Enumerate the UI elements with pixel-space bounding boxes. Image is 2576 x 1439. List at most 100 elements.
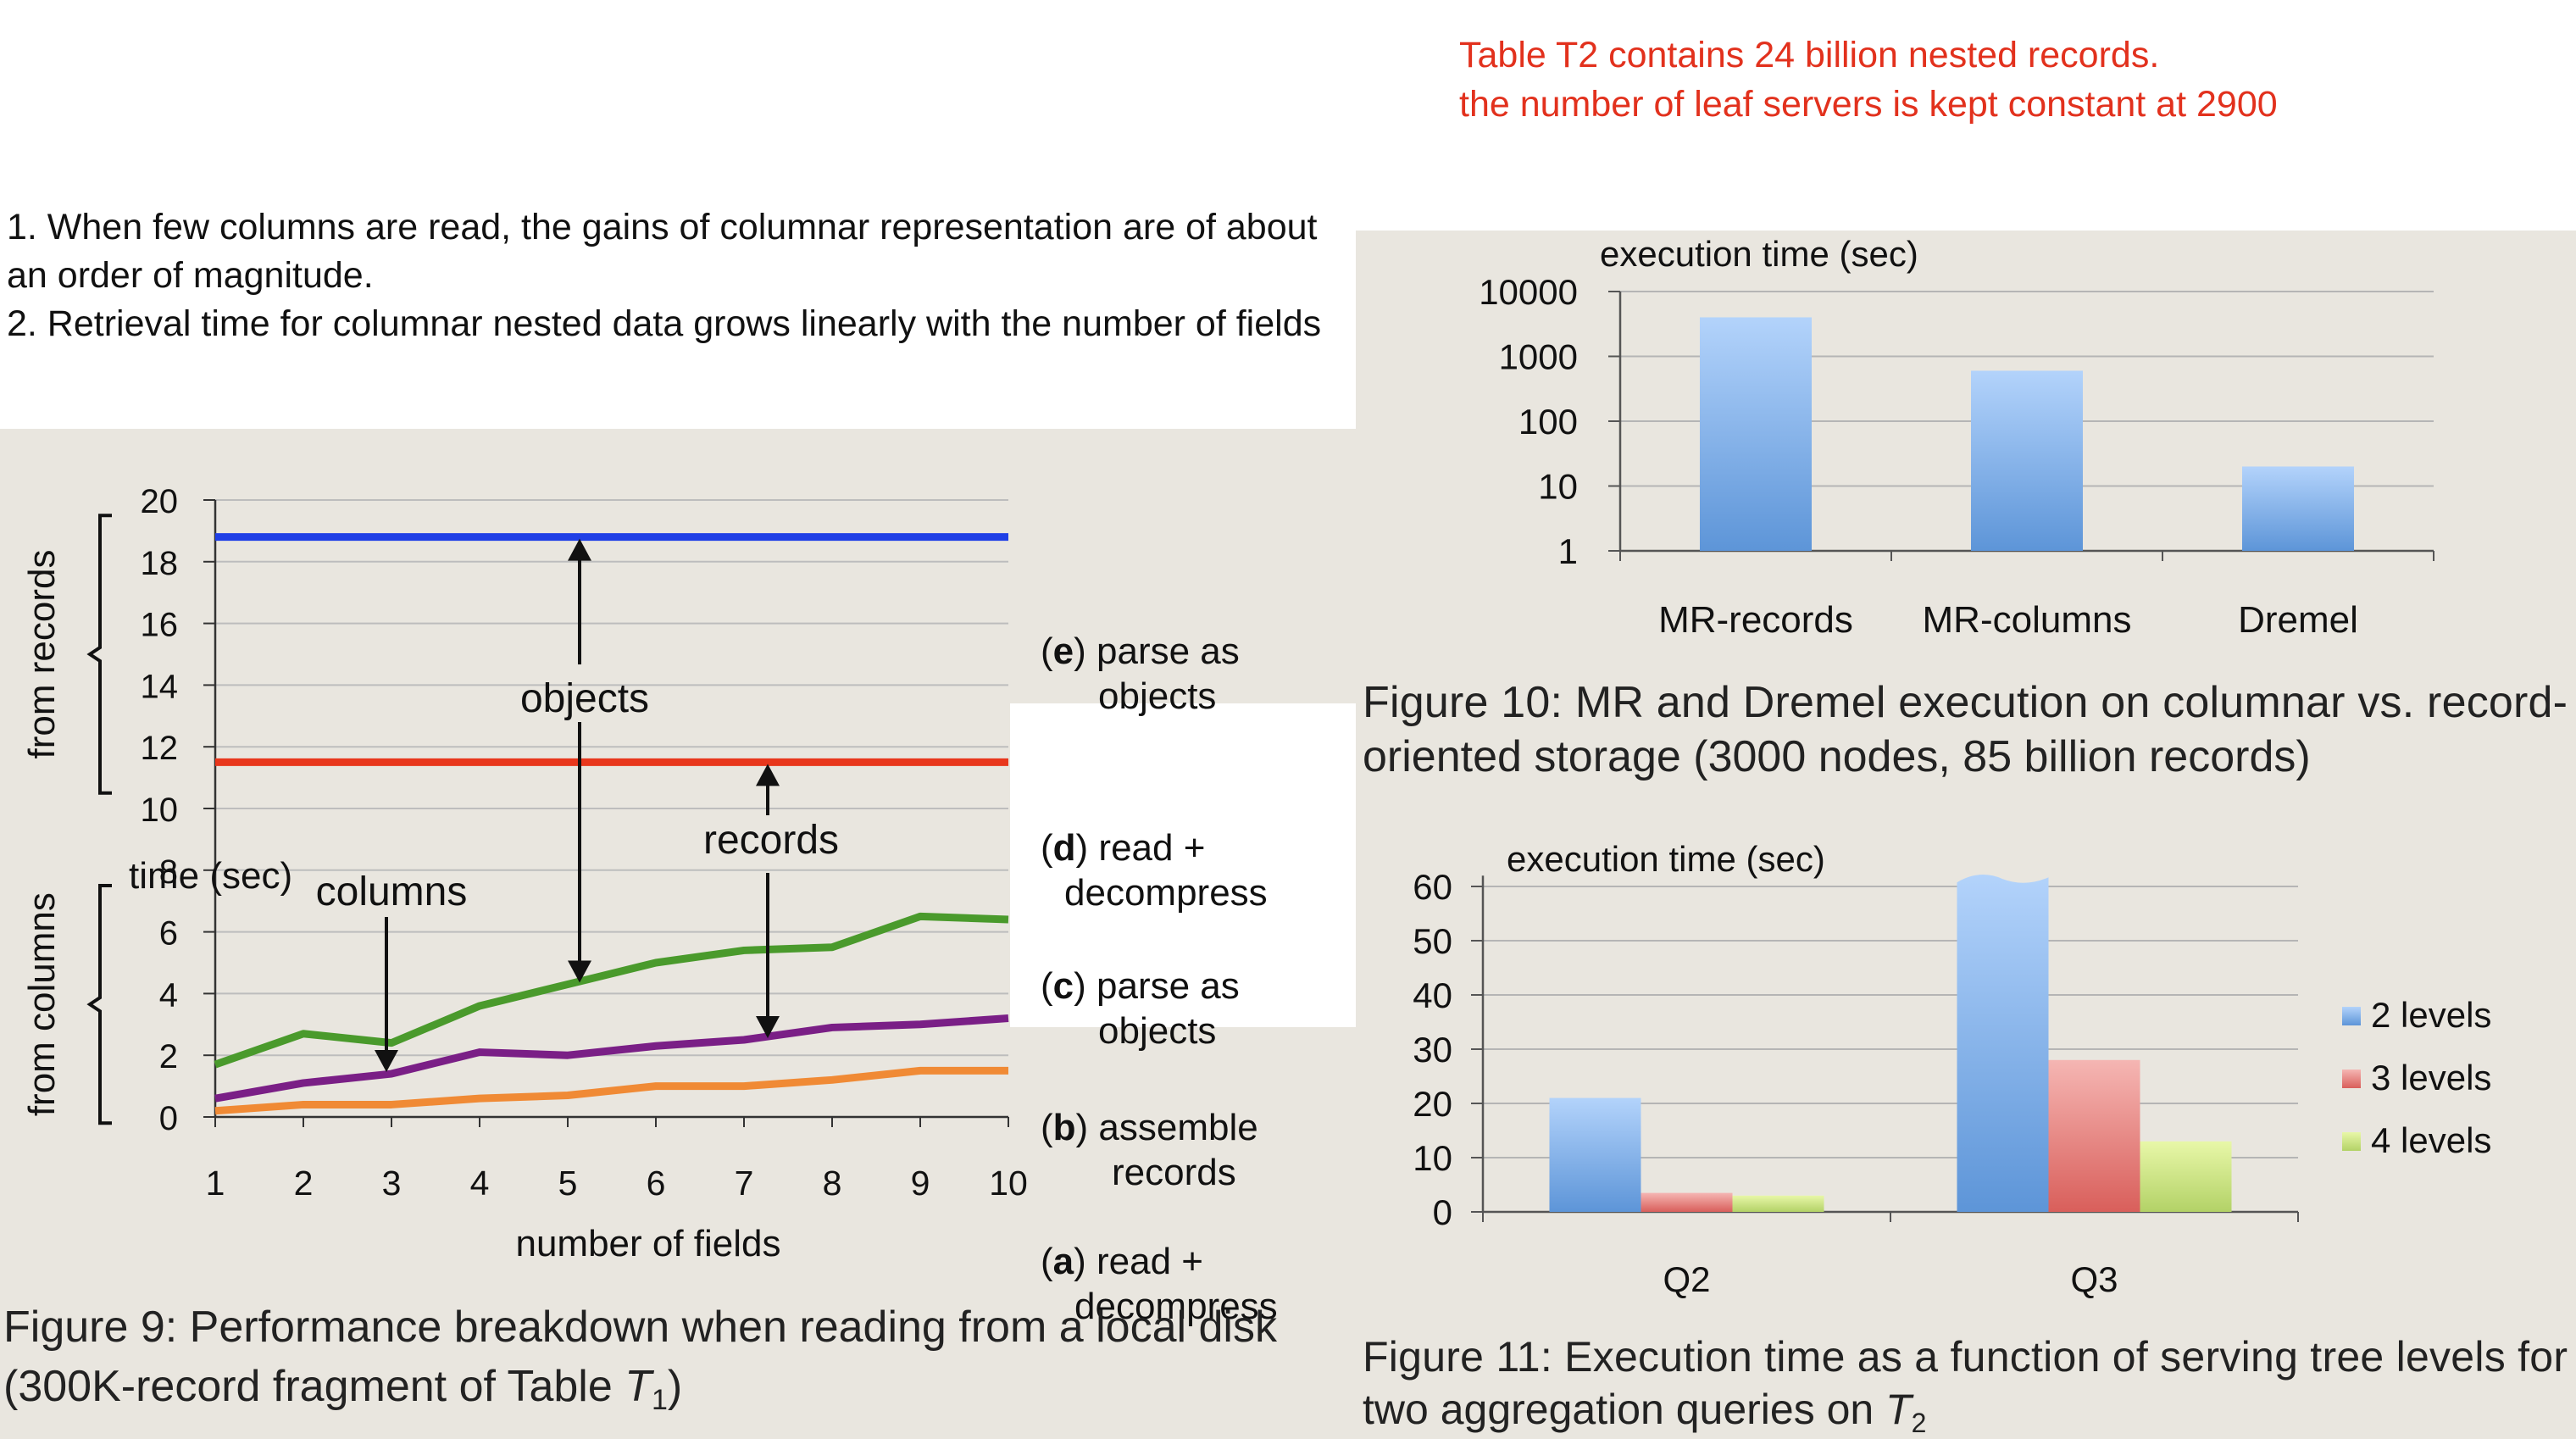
series-line-b (214, 1014, 1009, 1103)
figure-10-caption-line1: Figure 10: MR and Dremel execution on co… (1363, 678, 2568, 727)
x-tick-label: 3 (382, 1164, 402, 1203)
y-tick-label: 100 (1518, 402, 1578, 442)
finding-note: 1. When few columns are read, the gains … (7, 207, 1328, 296)
y-tick-label: 12 (141, 730, 179, 767)
legend-label-c: (c) parse as (1041, 965, 1240, 1007)
x-tick-label: Q3 (2070, 1259, 2118, 1299)
red-annotation-line: the number of leaf servers is kept const… (1459, 84, 2278, 125)
legend-swatch (2342, 1132, 2361, 1151)
from-columns-bracket (86, 884, 112, 1125)
y-tick-label: 10 (1538, 467, 1578, 507)
x-tick-label: 10 (989, 1164, 1028, 1203)
y-tick-label: 10000 (1479, 272, 1578, 312)
annotation-objects: objects (520, 676, 649, 721)
top-white-panel (0, 0, 2576, 231)
legend-label-d: (d) read + (1041, 827, 1205, 869)
arrow-head (568, 960, 591, 983)
y-tick-label: 8 (159, 853, 178, 891)
figure-11-caption-line2: two aggregation queries on T2 (1363, 1386, 1926, 1438)
x-tick-label: 6 (647, 1164, 666, 1203)
legend-label-a-line2: decompress (1074, 1286, 1278, 1327)
y-tick-label: 18 (141, 545, 179, 582)
y-tick-label: 10 (141, 792, 179, 829)
bar-q2-3-levels (1641, 1192, 1733, 1212)
arrow-head (375, 1050, 398, 1073)
y-tick-label: 10 (1413, 1138, 1452, 1178)
y-tick-label: 60 (1413, 867, 1452, 907)
y-tick-label: 40 (1413, 975, 1452, 1015)
finding-note: 2. Retrieval time for columnar nested da… (7, 303, 1322, 344)
y-tick-label: 0 (1433, 1192, 1452, 1232)
annotation-columns: columns (316, 870, 468, 914)
x-tick-label: MR-records (1658, 599, 1853, 641)
figure-11-bar-chart: 0 10 20 30 40 50 60 execution time (sec) Q2 Q3 2 l… (1363, 839, 2568, 1438)
from-records-bracket (86, 514, 112, 795)
from-records-label: from records (21, 550, 63, 759)
notes-white-panel (0, 231, 1356, 429)
x-tick-label: MR-columns (1923, 599, 2132, 641)
x-tick-label: 4 (470, 1164, 490, 1203)
legend-white-patch (1010, 703, 1356, 1027)
bar-q2-4-levels (1732, 1195, 1824, 1212)
x-tick-label: 2 (294, 1164, 314, 1203)
annotation-records: records (703, 818, 839, 863)
y-axis-title: time (sec) (129, 855, 292, 897)
bar-q3-4-levels (2140, 1141, 2232, 1212)
figure-9-caption-line1: Figure 9: Performance breakdown when rea… (3, 1303, 1278, 1352)
x-tick-label: 1 (206, 1164, 225, 1203)
y-axis-title: execution time (sec) (1600, 234, 1918, 274)
legend-label-c-line2: objects (1098, 1010, 1216, 1052)
y-tick-label: 1 (1558, 531, 1578, 571)
legend-label: 2 levels (2371, 995, 2491, 1035)
legend-label-a: (a) read + (1041, 1241, 1203, 1282)
arrow-head (568, 538, 591, 561)
legend-label-d-line2: decompress (1064, 872, 1268, 914)
y-tick-label: 4 (159, 976, 178, 1014)
findings-notes: 1. When few columns are read, the gains … (7, 203, 1354, 348)
legend-swatch (2342, 1007, 2361, 1025)
y-tick-label: 6 (159, 915, 178, 953)
legend-swatch (2342, 1070, 2361, 1088)
y-tick-label: 2 (159, 1038, 178, 1075)
red-annotation: Table T2 contains 24 billion nested reco… (1459, 31, 2278, 129)
x-tick-label: 9 (911, 1164, 930, 1203)
series-line-a (214, 1066, 1008, 1115)
bar-dremel (2242, 466, 2354, 551)
legend-label-b: (b) assemble (1041, 1107, 1258, 1148)
x-tick-label: Q2 (1663, 1259, 1710, 1299)
arrow-head (756, 1016, 780, 1038)
x-axis-title: number of fields (515, 1223, 780, 1264)
red-annotation-line: Table T2 contains 24 billion nested reco… (1459, 35, 2160, 75)
arrow-head (756, 764, 780, 786)
figure-11-caption-line1: Figure 11: Execution time as a function … (1363, 1333, 2568, 1381)
figure-9-caption-line2: (300K-record fragment of Table T1) (3, 1362, 682, 1416)
from-columns-label: from columns (21, 892, 63, 1116)
bar-mr-columns (1971, 370, 2083, 551)
bar-q3-2-levels (1957, 875, 2049, 1212)
legend-label: 4 levels (2371, 1120, 2491, 1160)
legend-label-b-line2: records (1112, 1152, 1236, 1193)
bar-q3-3-levels (2048, 1059, 2140, 1212)
figure-10-caption-line2: oriented storage (3000 nodes, 85 billion… (1363, 732, 2311, 781)
y-tick-label: 50 (1413, 921, 1452, 961)
legend-label-e: (e) parse as (1041, 631, 1240, 672)
bar-q2-2-levels (1549, 1097, 1641, 1212)
y-tick-label: 30 (1413, 1030, 1452, 1070)
y-tick-label: 20 (141, 483, 179, 520)
bar-mr-records (1700, 317, 1812, 551)
y-tick-label: 20 (1413, 1084, 1452, 1124)
x-tick-label: 7 (735, 1164, 754, 1203)
x-tick-label: Dremel (2238, 599, 2358, 641)
y-tick-label: 16 (141, 607, 179, 644)
y-tick-label: 1000 (1499, 337, 1578, 377)
x-tick-label: 5 (558, 1164, 578, 1203)
annotation-arrows (375, 538, 780, 1073)
legend-label: 3 levels (2371, 1058, 2491, 1097)
y-axis-title: execution time (sec) (1507, 839, 1825, 879)
legend-label-e-line2: objects (1098, 675, 1216, 717)
figure-10-bar-chart: 1 10 100 1000 10000 execution time (sec) MR-re… (1363, 234, 2568, 781)
series-line-c (214, 912, 1009, 1069)
x-tick-label: 8 (823, 1164, 842, 1203)
y-tick-label: 0 (159, 1100, 178, 1137)
